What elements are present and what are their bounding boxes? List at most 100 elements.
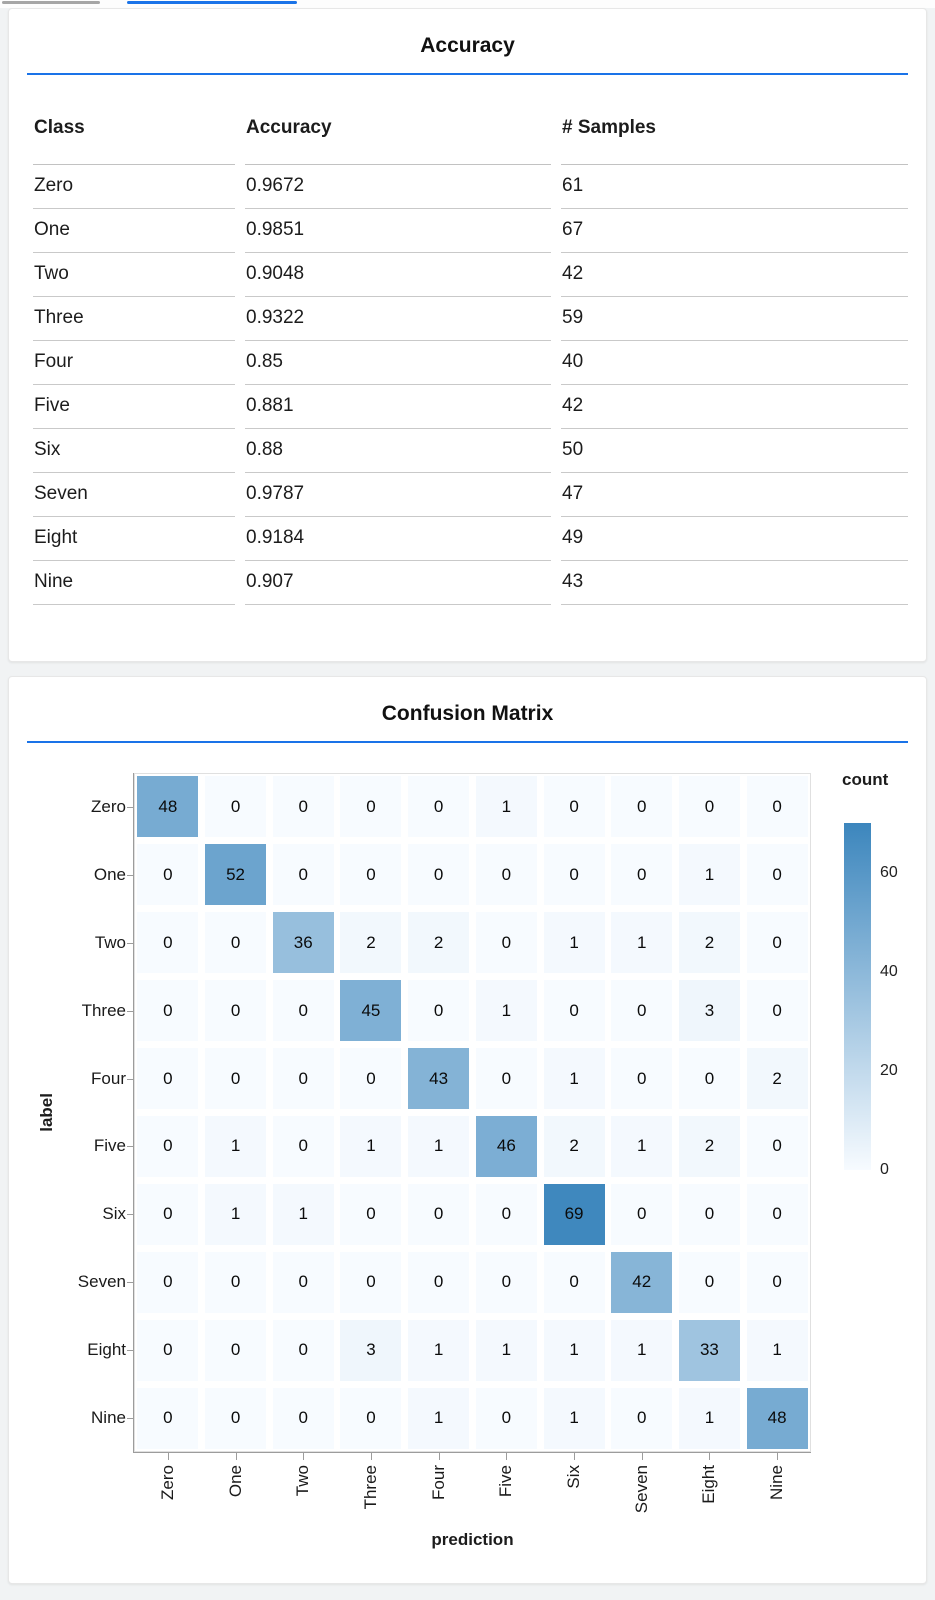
y-axis-tick-label: Eight [87,1340,126,1360]
heatmap-cell: 0 [340,1048,402,1110]
heatmap-cell: 0 [340,844,402,906]
heatmap-cell: 46 [475,1115,537,1177]
table-cell: 0.9048 [245,253,551,297]
heatmap-cell: 0 [475,1251,537,1313]
y-axis-tick-label: Seven [77,1272,126,1292]
table-cell: 0.85 [245,341,551,385]
legend-tick-label: 40 [880,962,898,980]
heatmap-cell: 1 [475,776,537,838]
tab-indicator-active[interactable] [127,1,297,4]
table-cell: Seven [33,473,235,517]
heatmap-cell: 2 [408,912,470,974]
heatmap-cell: 1 [475,1319,537,1381]
heatmap-cell: 0 [205,1048,267,1110]
heatmap-cell: 0 [272,776,334,838]
heatmap-cell: 0 [543,1251,605,1313]
heatmap-cell: 0 [611,1387,673,1449]
x-axis-tick-label: Two [293,1465,313,1497]
table-cell: 0.9322 [245,297,551,341]
x-axis-tick-label: Seven [631,1465,651,1514]
heatmap-cell: 0 [746,1183,808,1245]
heatmap-cell: 0 [408,844,470,906]
x-axis-tick-label: Nine [767,1465,787,1500]
heatmap-cell: 0 [543,844,605,906]
tab-indicator-inactive[interactable] [2,1,100,4]
x-axis-tick [574,1453,576,1460]
heatmap-cell: 0 [137,1251,199,1313]
legend-tick-label: 60 [880,863,898,881]
x-axis-tick [641,1453,643,1460]
heatmap-cell: 1 [543,1319,605,1381]
y-axis-tick [127,1214,134,1216]
x-axis-tick-label: Zero [157,1465,177,1500]
heatmap-cell: 1 [678,844,740,906]
heatmap-cell: 0 [475,912,537,974]
y-axis-tick-label: Three [81,1000,126,1020]
y-axis-title: label [37,1093,56,1132]
heatmap-cell: 43 [408,1048,470,1110]
y-axis-tick [127,874,134,876]
heatmap-cell: 48 [746,1387,808,1449]
heatmap-cell: 0 [137,1183,199,1245]
heatmap-cell: 0 [543,776,605,838]
y-axis-tick [127,1078,134,1080]
x-axis-tick-label: Five [496,1465,516,1498]
table-cell: One [33,209,235,253]
tab-bar [0,0,935,8]
table-row: Two 0.9048 42 [33,253,908,297]
accent-divider [27,73,908,75]
heatmap-cell: 0 [340,1251,402,1313]
heatmap-cell: 0 [746,980,808,1042]
heatmap-cell: 1 [746,1319,808,1381]
table-cell: 49 [561,517,908,561]
table-cell: Three [33,297,235,341]
heatmap-cell: 0 [746,1115,808,1177]
heatmap-cell: 0 [137,912,199,974]
table-cell: 47 [561,473,908,517]
y-axis-tick-label: Nine [91,1408,126,1428]
heatmap-cell: 0 [205,776,267,838]
table-cell: 42 [561,253,908,297]
x-axis-tick-label: Three [360,1465,380,1510]
x-axis-tick [303,1453,305,1460]
x-axis-tick-label: Six [564,1465,584,1489]
y-axis-tick-label: Six [102,1204,126,1224]
heatmap-cell: 0 [611,844,673,906]
heatmap-cell: 0 [746,1251,808,1313]
table-cell: 0.88 [245,429,551,473]
heatmap-cell: 0 [475,1183,537,1245]
table-cell: Four [33,341,235,385]
y-axis-tick [127,1350,134,1352]
table-row: Six 0.88 50 [33,429,908,473]
x-axis-tick-label: Eight [699,1465,719,1504]
panel-title-accuracy: Accuracy [420,34,515,57]
y-axis-line [133,773,134,1453]
table-cell: Five [33,385,235,429]
heatmap-cell: 1 [408,1319,470,1381]
heatmap-cell: 69 [543,1183,605,1245]
heatmap-cell: 0 [272,1387,334,1449]
heatmap-cell: 0 [137,980,199,1042]
heatmap-cell: 0 [678,1251,740,1313]
x-axis-tick [235,1453,237,1460]
table-cell: 59 [561,297,908,341]
heatmap-cell: 1 [272,1183,334,1245]
x-axis-tick [167,1453,169,1460]
heatmap-cell: 48 [137,776,199,838]
confusion-matrix-panel: Confusion Matrix label prediction count … [8,676,927,1584]
heatmap-cell: 1 [611,1319,673,1381]
table-cell: Eight [33,517,235,561]
heatmap-cell: 0 [272,1048,334,1110]
heatmap-cell: 1 [543,912,605,974]
table-cell: 43 [561,561,908,605]
heatmap-cell: 1 [678,1387,740,1449]
heatmap-cell: 0 [611,1048,673,1110]
heatmap-cell: 0 [272,980,334,1042]
table-row: Seven 0.9787 47 [33,473,908,517]
heatmap-cell: 1 [475,980,537,1042]
table-row: Eight 0.9184 49 [33,517,908,561]
heatmap-cell: 36 [272,912,334,974]
table-row: Three 0.9322 59 [33,297,908,341]
heatmap-cell: 2 [678,1115,740,1177]
heatmap-cell: 2 [746,1048,808,1110]
